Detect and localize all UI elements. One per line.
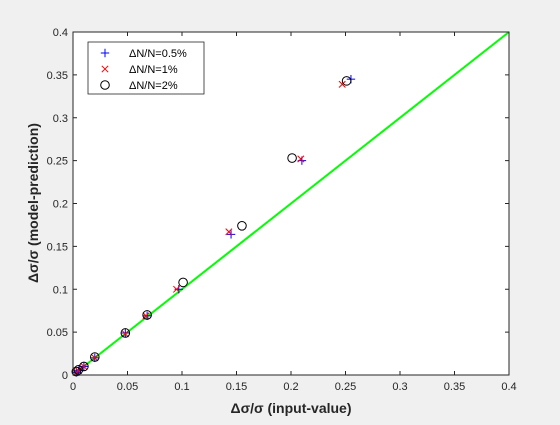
- data-point: [121, 328, 130, 338]
- legend-label: ΔN/N=1%: [129, 64, 178, 76]
- data-point: [121, 330, 129, 338]
- data-point: [120, 328, 131, 338]
- data-point: [341, 76, 352, 86]
- data-markers: [71, 74, 356, 377]
- y-tick-label: 0.25: [47, 156, 68, 168]
- data-point: [338, 80, 346, 88]
- data-point: [297, 155, 305, 163]
- x-marker-b: [91, 354, 99, 362]
- y-tick-label: 0.1: [53, 284, 68, 296]
- data-point: [73, 365, 84, 375]
- legend-marker: [101, 65, 109, 73]
- data-point: [142, 311, 152, 321]
- legend-box: [87, 41, 205, 95]
- x-tick-label: 0.35: [444, 381, 465, 393]
- y-tick-label: 0.05: [47, 327, 68, 339]
- x-marker-b: [172, 285, 181, 293]
- y-tick-label: 0.2: [53, 199, 68, 211]
- y-tick-label: 0.15: [47, 241, 68, 253]
- legend-marker: [100, 48, 110, 58]
- legend-marker: [100, 80, 110, 90]
- x-tick-label: 0.25: [335, 381, 356, 393]
- legend-label: ΔN/N=0.5%: [129, 48, 187, 60]
- x-marker-b: [225, 228, 233, 236]
- data-point: [91, 354, 99, 362]
- data-point: [237, 220, 247, 231]
- legend-label: ΔN/N=2%: [129, 80, 178, 92]
- x-marker-b: [80, 362, 88, 370]
- data-point: [287, 153, 297, 163]
- data-point: [79, 361, 89, 372]
- x-tick-label: 0: [70, 381, 76, 393]
- data-point: [80, 362, 88, 370]
- data-point: [225, 228, 233, 236]
- data-point: [178, 277, 188, 288]
- x-marker-b: [101, 65, 109, 73]
- y-tick-label: 0.4: [53, 27, 68, 39]
- x-tick-label: 0.3: [392, 381, 407, 393]
- data-point: [90, 352, 100, 362]
- plot-frame: [72, 31, 510, 376]
- x-marker-b: [297, 155, 305, 163]
- x-tick-label: 0.1: [174, 381, 189, 393]
- x-axis-label: Δσ/σ (input-value): [231, 400, 352, 416]
- y-tick-label: 0: [62, 370, 68, 382]
- axis-ticks: 0 0.05 0.1 0.15 0.2 0.25 0.3 0.35 0.4 0 0.05 0.1 0.1…: [47, 27, 517, 393]
- y-tick-label: 0.3: [53, 113, 68, 125]
- x-tick-label: 0.05: [117, 381, 138, 393]
- data-point: [71, 366, 82, 377]
- x-tick-label: 0.4: [501, 381, 516, 393]
- x-marker-b: [121, 330, 129, 338]
- x-marker-b: [338, 80, 346, 88]
- data-point: [142, 310, 152, 320]
- x-tick-label: 0.2: [283, 381, 298, 393]
- reference-line: [72, 31, 510, 376]
- legend: ΔN/N=0.5% ΔN/N=1% ΔN/N=2%: [87, 41, 205, 95]
- data-point: [172, 285, 181, 293]
- x-marker-b: [74, 367, 83, 375]
- y-axis-label: Δσ/σ (model-prediction): [25, 123, 41, 283]
- y-tick-label: 0.35: [47, 70, 68, 82]
- x-tick-label: 0.15: [226, 381, 247, 393]
